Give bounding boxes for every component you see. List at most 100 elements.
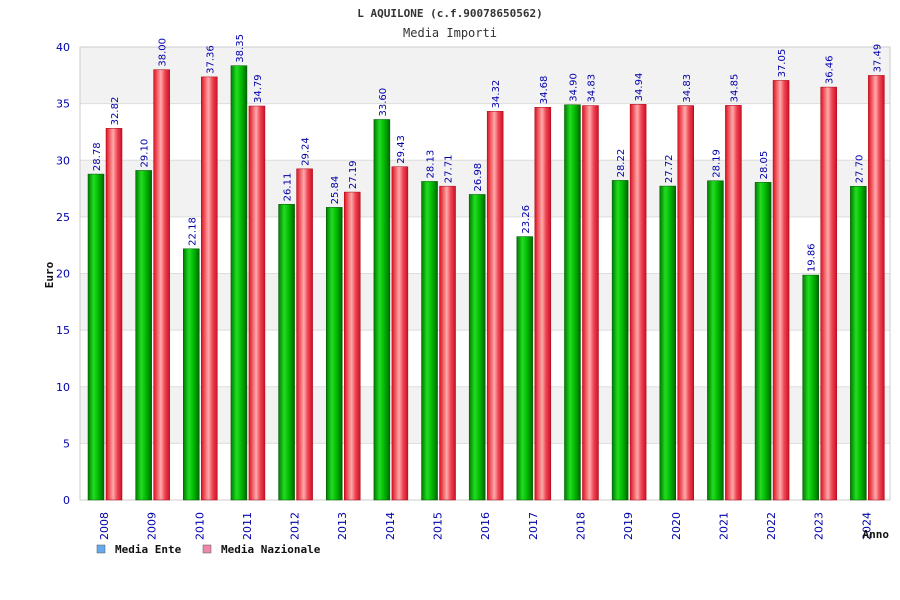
y-tick-label: 25 xyxy=(56,211,70,224)
bar-media-nazionale-2010 xyxy=(201,76,218,501)
value-label: 29.10 xyxy=(140,139,151,168)
bar-media-ente-2012 xyxy=(278,204,295,501)
value-label: 27.71 xyxy=(444,155,455,184)
y-tick-label: 15 xyxy=(56,324,70,337)
value-label: 34.90 xyxy=(568,73,579,102)
bar-media-ente-2010 xyxy=(183,248,200,501)
chart-title: L AQUILONE (c.f.90078650562) xyxy=(357,7,542,20)
value-label: 34.68 xyxy=(539,76,550,105)
bar-media-ente-2020 xyxy=(659,185,677,501)
value-label: 33.60 xyxy=(378,88,389,117)
x-tick-label: 2024 xyxy=(860,512,873,540)
value-label: 36.46 xyxy=(825,55,836,84)
value-label: 25.84 xyxy=(330,176,341,205)
x-tick-label: 2008 xyxy=(98,512,111,540)
bar-media-nazionale-2024 xyxy=(868,75,885,501)
bar-media-ente-2021 xyxy=(707,180,724,501)
bar-media-nazionale-2022 xyxy=(772,80,790,501)
bar-media-ente-2017 xyxy=(516,236,534,501)
bar-media-nazionale-2014 xyxy=(391,166,409,501)
bar-media-ente-2014 xyxy=(373,119,391,501)
bar-media-nazionale-2018 xyxy=(582,105,599,501)
legend-swatch-media-ente xyxy=(96,544,106,554)
bar-media-ente-2022 xyxy=(754,182,772,501)
value-label: 34.79 xyxy=(253,74,264,103)
value-label: 22.18 xyxy=(187,217,198,246)
value-label: 23.26 xyxy=(521,205,532,234)
bar-media-ente-2016 xyxy=(468,194,486,501)
value-label: 34.83 xyxy=(682,74,693,103)
legend-label-media-nazionale: Media Nazionale xyxy=(221,543,321,556)
value-label: 28.13 xyxy=(426,150,437,179)
bar-media-nazionale-2011 xyxy=(248,105,266,501)
value-label: 34.83 xyxy=(586,74,597,103)
bar-media-nazionale-2021 xyxy=(725,105,742,501)
y-axis-label: Euro xyxy=(43,261,56,288)
value-labels: 28.78 32.82 29.10 38.00 22.18 37.36 38.35 34.79… xyxy=(92,34,883,272)
value-label: 37.36 xyxy=(205,45,216,74)
bar-media-ente-2018 xyxy=(564,104,581,501)
x-tick-label: 2015 xyxy=(432,512,445,540)
value-label: 26.98 xyxy=(473,163,484,192)
value-label: 28.19 xyxy=(711,149,722,178)
bar-media-ente-2024 xyxy=(850,186,867,501)
legend: Media Ente Media Nazionale xyxy=(96,543,321,556)
value-label: 28.22 xyxy=(616,149,627,178)
y-tick-label: 5 xyxy=(63,437,70,450)
value-label: 38.00 xyxy=(158,38,169,67)
y-axis-ticks: 0 5 10 15 20 25 30 35 40 xyxy=(56,41,70,507)
value-label: 28.78 xyxy=(92,142,103,171)
value-label: 19.86 xyxy=(807,243,818,272)
bar-media-ente-2013 xyxy=(325,207,343,501)
x-tick-label: 2022 xyxy=(765,512,778,540)
value-label: 34.94 xyxy=(634,73,645,102)
value-label: 37.05 xyxy=(777,49,788,78)
x-tick-label: 2023 xyxy=(813,512,826,540)
bar-media-nazionale-2019 xyxy=(629,104,647,501)
x-tick-label: 2013 xyxy=(336,512,349,540)
x-tick-label: 2017 xyxy=(527,512,540,540)
value-label: 32.82 xyxy=(110,97,121,126)
bar-media-nazionale-2017 xyxy=(534,106,552,501)
chart-subtitle: Media Importi xyxy=(403,26,497,40)
bar-media-nazionale-2008 xyxy=(105,128,123,501)
x-tick-label: 2016 xyxy=(479,512,492,540)
bar-media-ente-2011 xyxy=(230,65,248,501)
value-label: 27.72 xyxy=(664,154,675,183)
value-label: 28.05 xyxy=(759,151,770,180)
value-label: 34.32 xyxy=(491,80,502,109)
x-tick-label: 2009 xyxy=(146,512,159,540)
y-tick-label: 35 xyxy=(56,98,70,111)
y-tick-label: 40 xyxy=(56,41,70,54)
bar-media-ente-2019 xyxy=(611,180,629,501)
value-label: 37.49 xyxy=(872,44,883,73)
value-label: 38.35 xyxy=(235,34,246,63)
y-tick-label: 10 xyxy=(56,381,70,394)
value-label: 27.70 xyxy=(854,155,865,184)
x-tick-label: 2018 xyxy=(574,512,587,540)
legend-swatch-media-nazionale xyxy=(202,544,212,554)
value-label: 27.19 xyxy=(348,160,359,189)
x-tick-label: 2012 xyxy=(289,512,302,540)
bar-media-nazionale-2020 xyxy=(677,105,695,501)
bar-media-ente-2015 xyxy=(421,181,438,501)
bar-media-nazionale-2015 xyxy=(439,185,456,501)
bar-media-nazionale-2016 xyxy=(486,111,504,501)
bar-media-ente-2008 xyxy=(87,173,105,501)
bar-media-nazionale-2009 xyxy=(153,69,170,501)
x-tick-label: 2020 xyxy=(670,512,683,540)
x-axis-label: Anno xyxy=(863,528,890,541)
bars xyxy=(87,65,885,501)
bar-media-ente-2023 xyxy=(802,274,819,501)
bar-media-ente-2009 xyxy=(135,170,152,501)
x-axis-ticks: 2008 2009 2010 2011 2012 2013 2014 2015 2016 2017… xyxy=(98,512,873,540)
value-label: 26.11 xyxy=(283,173,294,202)
y-tick-label: 20 xyxy=(56,268,70,281)
x-tick-label: 2011 xyxy=(241,512,254,540)
bar-media-nazionale-2013 xyxy=(343,191,361,501)
value-label: 29.43 xyxy=(396,135,407,164)
x-tick-label: 2010 xyxy=(193,512,206,540)
value-label: 34.85 xyxy=(729,74,740,103)
x-tick-label: 2019 xyxy=(622,512,635,540)
